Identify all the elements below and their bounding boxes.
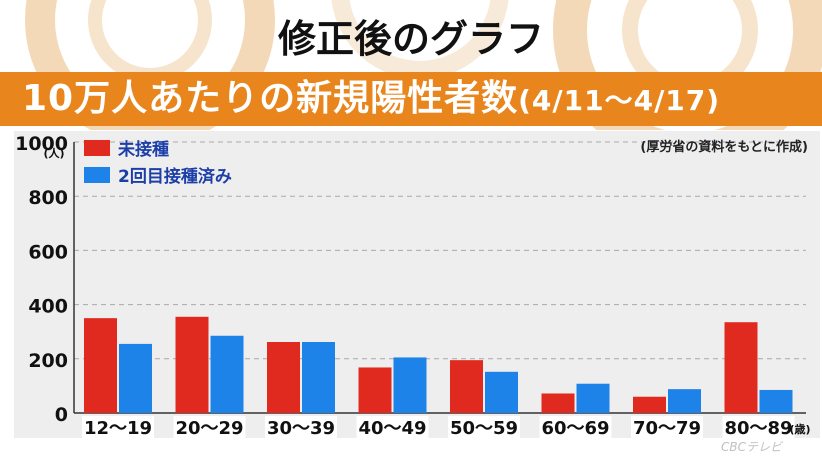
y-tick-label: 400 [28,296,68,318]
legend-item-unvaccinated: 未接種 [84,135,169,160]
chart-title-period: (4/11～4/17) [518,84,721,117]
bar-unvaccinated [724,322,758,413]
x-tick-label: 12～19 [84,418,152,438]
legend-swatch-unvaccinated [84,139,110,156]
bar-vaccinated [119,343,152,413]
source-note: (厚労省の資料をもとに作成) [640,140,808,155]
bar-vaccinated [576,383,610,413]
x-tick-label-box [82,416,154,438]
y-tick-label: 0 [55,404,68,426]
bar-vaccinated [485,371,518,413]
bar-unvaccinated [358,367,392,413]
page-title: 修正後のグラフ [277,17,544,61]
y-tick-label: 1000 [15,133,68,155]
y-tick-label: 800 [28,187,68,209]
legend-label-vaccinated: 2回目接種済み [118,167,232,187]
x-tick-label: 60～69 [541,418,609,438]
x-tick-label-box [448,416,520,438]
x-axis-unit: (歳) [789,422,810,436]
x-tick-label: 20～29 [175,418,243,438]
y-tick-label: 200 [28,350,68,372]
bar-chart: 0 200 400 600 800 1000(人) 12～19 20～29 30～39 40～49… [15,133,811,438]
bar-vaccinated [759,389,793,413]
x-tick-label-box [356,416,429,438]
x-tick-label: 30～39 [267,418,335,438]
bar-unvaccinated [175,316,209,413]
x-tick-label-box [265,416,337,438]
y-tick-label: 600 [28,241,68,263]
bar-unvaccinated [84,318,117,413]
title-banner [0,72,822,126]
legend-label-unvaccinated: 未接種 [118,140,169,160]
chart-title-main: 10万人あたりの新規陽性者数 [22,78,519,119]
legend-swatch-vaccinated [84,166,110,183]
x-tick-label: 70～79 [633,418,701,438]
bar-unvaccinated [541,393,575,413]
chart-title: 10万人あたりの新規陽性者数(4/11～4/17) [22,78,720,120]
x-tick-label: 40～49 [358,418,426,438]
x-tick-label-box [722,416,795,438]
x-tick-label-box [631,416,703,438]
bar-unvaccinated [450,360,483,413]
x-tick-label-box [173,416,246,438]
bar-vaccinated [210,335,244,413]
y-axis-unit: (人) [43,146,64,160]
x-tick-label: 80～89 [724,418,792,438]
bar-vaccinated [302,341,335,413]
bar-unvaccinated [633,396,666,413]
bar-vaccinated [668,389,701,413]
bar-vaccinated [393,357,427,413]
x-tick-label-box [539,416,612,438]
bar-unvaccinated [267,341,300,413]
legend-item-vaccinated: 2回目接種済み [84,162,232,187]
broadcaster-watermark: CBCテレビ [721,440,782,454]
x-tick-label: 50～59 [450,418,518,438]
